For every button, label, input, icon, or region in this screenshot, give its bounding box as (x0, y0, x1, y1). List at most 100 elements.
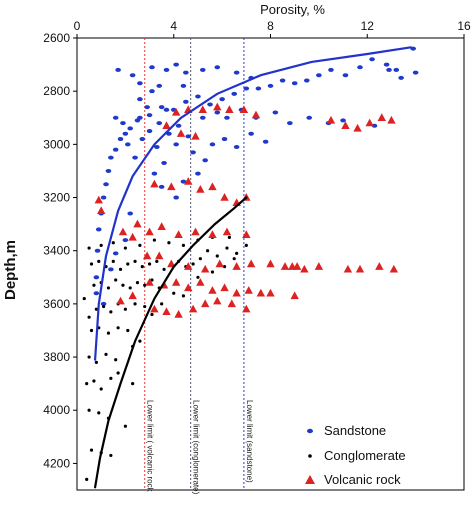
marker-sandstone (214, 110, 221, 115)
marker-conglomerate (235, 251, 239, 255)
marker-conglomerate (87, 315, 91, 319)
marker-sandstone (328, 67, 334, 72)
marker-volcanic-rock (191, 227, 200, 236)
limit-label-1: Lower limit (conglomerate) (192, 400, 201, 495)
y-axis-title: Depth,m (2, 240, 19, 300)
marker-sandstone (112, 147, 119, 152)
marker-sandstone (108, 155, 114, 160)
marker-conglomerate (143, 304, 147, 309)
marker-conglomerate (87, 408, 91, 412)
marker-conglomerate (138, 339, 142, 343)
marker-conglomerate (172, 291, 176, 295)
marker-sandstone (190, 150, 196, 155)
x-tick-label: 8 (267, 19, 274, 33)
marker-volcanic-rock (145, 227, 154, 236)
axes: 0 4 8 12 16 2600 2800 3000 3200 3400 3600 3800 4000 4… (43, 19, 471, 470)
marker-sandstone (156, 121, 163, 126)
marker-sandstone (122, 131, 129, 136)
y-tick-label: 3800 (43, 350, 70, 364)
x-tick-label: 12 (361, 19, 375, 33)
marker-volcanic-rock (118, 227, 128, 236)
marker-conglomerate (244, 243, 248, 247)
marker-sandstone (199, 115, 206, 120)
marker-volcanic-rock (213, 296, 222, 305)
marker-volcanic-rock (94, 195, 103, 204)
marker-sandstone (158, 105, 165, 110)
marker-conglomerate (123, 424, 127, 428)
marker-sandstone (279, 78, 286, 83)
marker-sandstone (214, 65, 221, 70)
marker-volcanic-rock (387, 115, 396, 124)
marker-volcanic-rock (239, 105, 249, 113)
legend-symbol-volcanic-rock (305, 475, 315, 484)
marker-sandstone (146, 113, 153, 118)
marker-sandstone (199, 67, 206, 72)
marker-volcanic-rock (145, 278, 154, 286)
marker-volcanic-rock (208, 230, 217, 238)
marker-sandstone (195, 171, 201, 176)
marker-conglomerate (131, 382, 135, 386)
marker-conglomerate (102, 304, 106, 309)
marker-conglomerate (162, 267, 166, 271)
marker-volcanic-rock (244, 286, 253, 294)
marker-sandstone (272, 110, 279, 115)
marker-volcanic-rock (343, 264, 353, 273)
marker-sandstone (108, 267, 114, 272)
markers (82, 46, 419, 481)
marker-volcanic-rock (188, 304, 198, 313)
marker-sandstone (248, 131, 254, 136)
marker-conglomerate (133, 259, 137, 263)
marker-volcanic-rock (213, 102, 222, 111)
marker-volcanic-rock (184, 177, 193, 185)
marker-sandstone (156, 83, 163, 88)
trend-lines (94, 46, 412, 489)
marker-volcanic-rock (142, 251, 152, 260)
marker-volcanic-rock (375, 262, 384, 270)
marker-volcanic-rock (251, 110, 261, 119)
marker-volcanic-rock (225, 105, 234, 113)
marker-conglomerate (181, 294, 186, 298)
marker-sandstone (173, 62, 179, 67)
marker-conglomerate (89, 328, 94, 333)
x-axis-title: Porosity, % (260, 2, 325, 17)
marker-sandstone (129, 73, 136, 78)
marker-sandstone (267, 83, 274, 88)
marker-sandstone (149, 89, 155, 94)
marker-sandstone (202, 158, 208, 163)
marker-conglomerate (111, 259, 115, 263)
legend-symbol-sandstone (307, 428, 313, 434)
marker-sandstone (209, 142, 216, 147)
y-tick-label: 4200 (43, 456, 70, 470)
marker-sandstone (175, 123, 182, 128)
marker-volcanic-rock (353, 123, 362, 132)
legend: Sandstone Conglomerate Volcanic rock (305, 423, 406, 487)
marker-sandstone (393, 67, 400, 72)
marker-sandstone (117, 137, 124, 142)
marker-volcanic-rock (162, 121, 171, 129)
marker-sandstone (371, 123, 378, 128)
marker-volcanic-rock (292, 262, 302, 270)
marker-volcanic-rock (266, 288, 275, 297)
y-tick-label: 3000 (43, 137, 70, 151)
marker-volcanic-rock (171, 278, 181, 286)
marker-conglomerate (123, 246, 127, 250)
limit-lines: Lower limit ( volcanic rock Lower limit (… (144, 38, 254, 495)
marker-volcanic-rock (150, 304, 159, 313)
marker-volcanic-rock (167, 182, 176, 191)
marker-conglomerate (104, 352, 108, 356)
marker-sandstone (369, 57, 375, 62)
marker-sandstone (183, 70, 189, 75)
marker-conglomerate (109, 376, 113, 380)
marker-conglomerate (116, 326, 120, 330)
y-tick-label: 3200 (43, 191, 70, 205)
marker-sandstone (195, 94, 201, 99)
y-tick-label: 2800 (43, 84, 70, 98)
y-tick-label: 2600 (43, 31, 70, 45)
marker-conglomerate (114, 278, 118, 282)
marker-volcanic-rock (150, 179, 159, 188)
marker-conglomerate (155, 259, 159, 263)
marker-conglomerate (222, 265, 227, 269)
marker-conglomerate (109, 453, 113, 458)
